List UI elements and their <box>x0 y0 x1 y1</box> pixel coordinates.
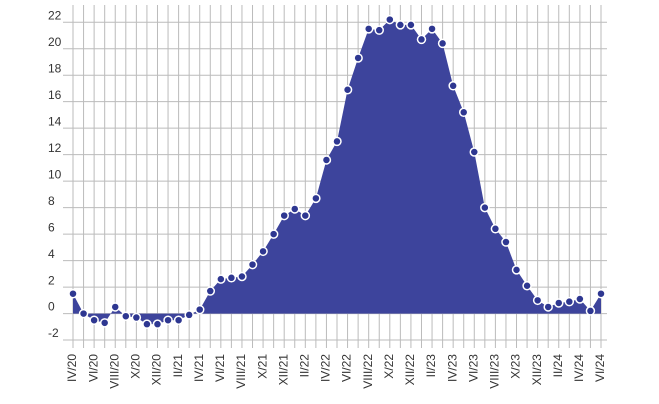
point <box>290 204 300 214</box>
y-tick-label: 12 <box>48 141 62 155</box>
point <box>363 24 374 34</box>
point <box>501 237 511 247</box>
point <box>554 298 564 308</box>
x-tick-label: VI/23 <box>466 354 480 382</box>
point <box>406 20 416 30</box>
point <box>226 273 237 283</box>
x-tick-label: X/21 <box>255 354 269 379</box>
point <box>268 229 279 239</box>
x-tick-label: X/23 <box>509 354 523 379</box>
x-tick-label: IV/23 <box>445 354 459 382</box>
point <box>564 296 575 307</box>
point <box>163 315 173 325</box>
point <box>448 81 458 91</box>
x-tick-label: II/23 <box>424 354 438 378</box>
point <box>311 193 321 204</box>
x-tick-label: X/20 <box>129 354 143 379</box>
point <box>374 25 384 35</box>
y-tick-label: 8 <box>48 194 55 208</box>
y-tick-label: -2 <box>48 326 59 340</box>
point <box>596 288 606 299</box>
point <box>585 306 596 316</box>
point <box>205 286 216 296</box>
point <box>184 310 194 320</box>
x-tick-label: II/21 <box>171 354 185 378</box>
x-tick-label: VIII/21 <box>234 354 248 389</box>
x-tick-label: VI/20 <box>86 354 100 382</box>
point <box>110 302 120 312</box>
y-tick-label: 14 <box>48 114 62 128</box>
point <box>300 210 311 221</box>
x-tick-label: XII/22 <box>403 354 417 386</box>
y-tick-label: 2 <box>48 273 55 287</box>
x-tick-label: IV/20 <box>65 354 79 382</box>
x-tick-label: VI/24 <box>593 354 607 382</box>
point <box>68 288 78 299</box>
point <box>152 319 163 329</box>
x-tick-label: II/24 <box>551 354 565 378</box>
point <box>480 202 490 213</box>
point <box>385 14 395 25</box>
y-tick-label: 18 <box>48 61 62 75</box>
area <box>73 19 601 325</box>
point <box>142 319 152 329</box>
point <box>427 24 437 34</box>
point <box>458 107 469 118</box>
point <box>194 304 205 315</box>
y-tick-label: 4 <box>48 247 55 261</box>
point <box>173 315 184 325</box>
x-tick-label: VI/21 <box>213 354 227 382</box>
point <box>332 136 342 147</box>
point <box>279 210 289 221</box>
y-tick-label: 16 <box>48 88 62 102</box>
point <box>469 147 480 157</box>
point <box>237 271 247 282</box>
x-tick-label: VIII/22 <box>361 354 375 389</box>
point <box>99 318 110 328</box>
point <box>522 281 532 291</box>
point <box>395 20 406 30</box>
point <box>543 302 553 312</box>
point <box>416 34 427 45</box>
x-tick-label: VIII/20 <box>107 354 121 389</box>
x-tick-label: X/22 <box>382 354 396 379</box>
x-tick-label: IV/22 <box>319 354 333 382</box>
x-tick-label: XII/21 <box>276 354 290 386</box>
point <box>89 315 99 325</box>
point <box>247 259 258 270</box>
point <box>321 155 332 165</box>
x-tick-label: VIII/23 <box>488 354 502 389</box>
point <box>532 295 543 306</box>
point <box>342 85 353 95</box>
point <box>216 274 226 284</box>
point <box>437 38 448 49</box>
y-tick-label: 0 <box>48 300 55 314</box>
point <box>78 308 89 319</box>
y-tick-label: 20 <box>48 35 62 49</box>
x-tick-label: IV/24 <box>572 354 586 382</box>
point <box>490 224 501 234</box>
point <box>511 265 522 275</box>
x-tick-label: XII/23 <box>530 354 544 386</box>
point <box>353 53 363 63</box>
x-tick-label: VI/22 <box>340 354 354 382</box>
y-tick-label: 22 <box>48 8 62 22</box>
x-tick-label: IV/21 <box>192 354 206 382</box>
y-tick-label: 6 <box>48 220 55 234</box>
point <box>131 312 142 323</box>
point <box>575 294 585 304</box>
x-tick-label: II/22 <box>297 354 311 378</box>
x-tick-label: XII/20 <box>150 354 164 386</box>
y-tick-label: 10 <box>48 167 62 181</box>
point <box>121 311 131 321</box>
point <box>258 246 268 257</box>
